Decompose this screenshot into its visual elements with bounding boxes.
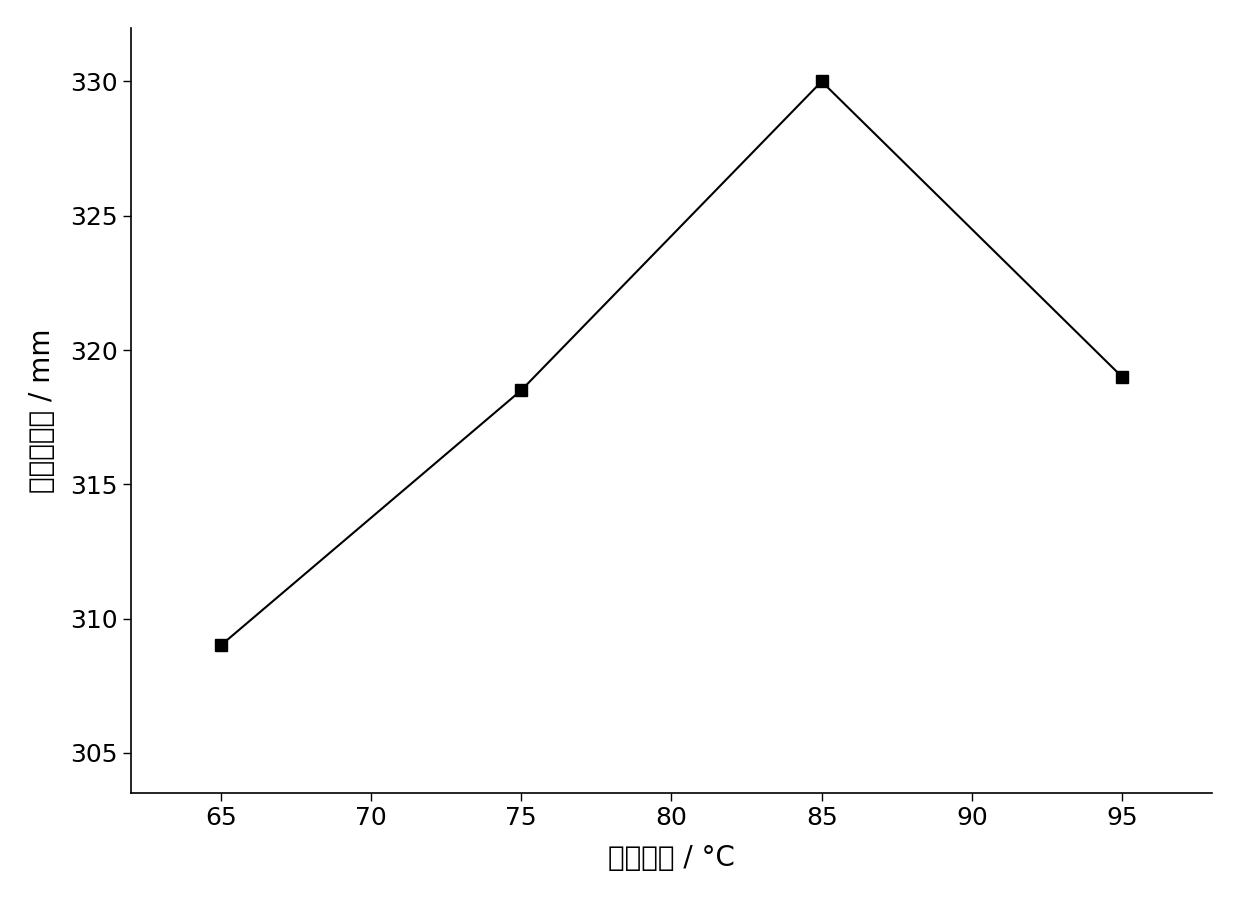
Y-axis label: 净浆流动度 / mm: 净浆流动度 / mm — [27, 328, 56, 492]
X-axis label: 反应温度 / °C: 反应温度 / °C — [608, 844, 735, 872]
